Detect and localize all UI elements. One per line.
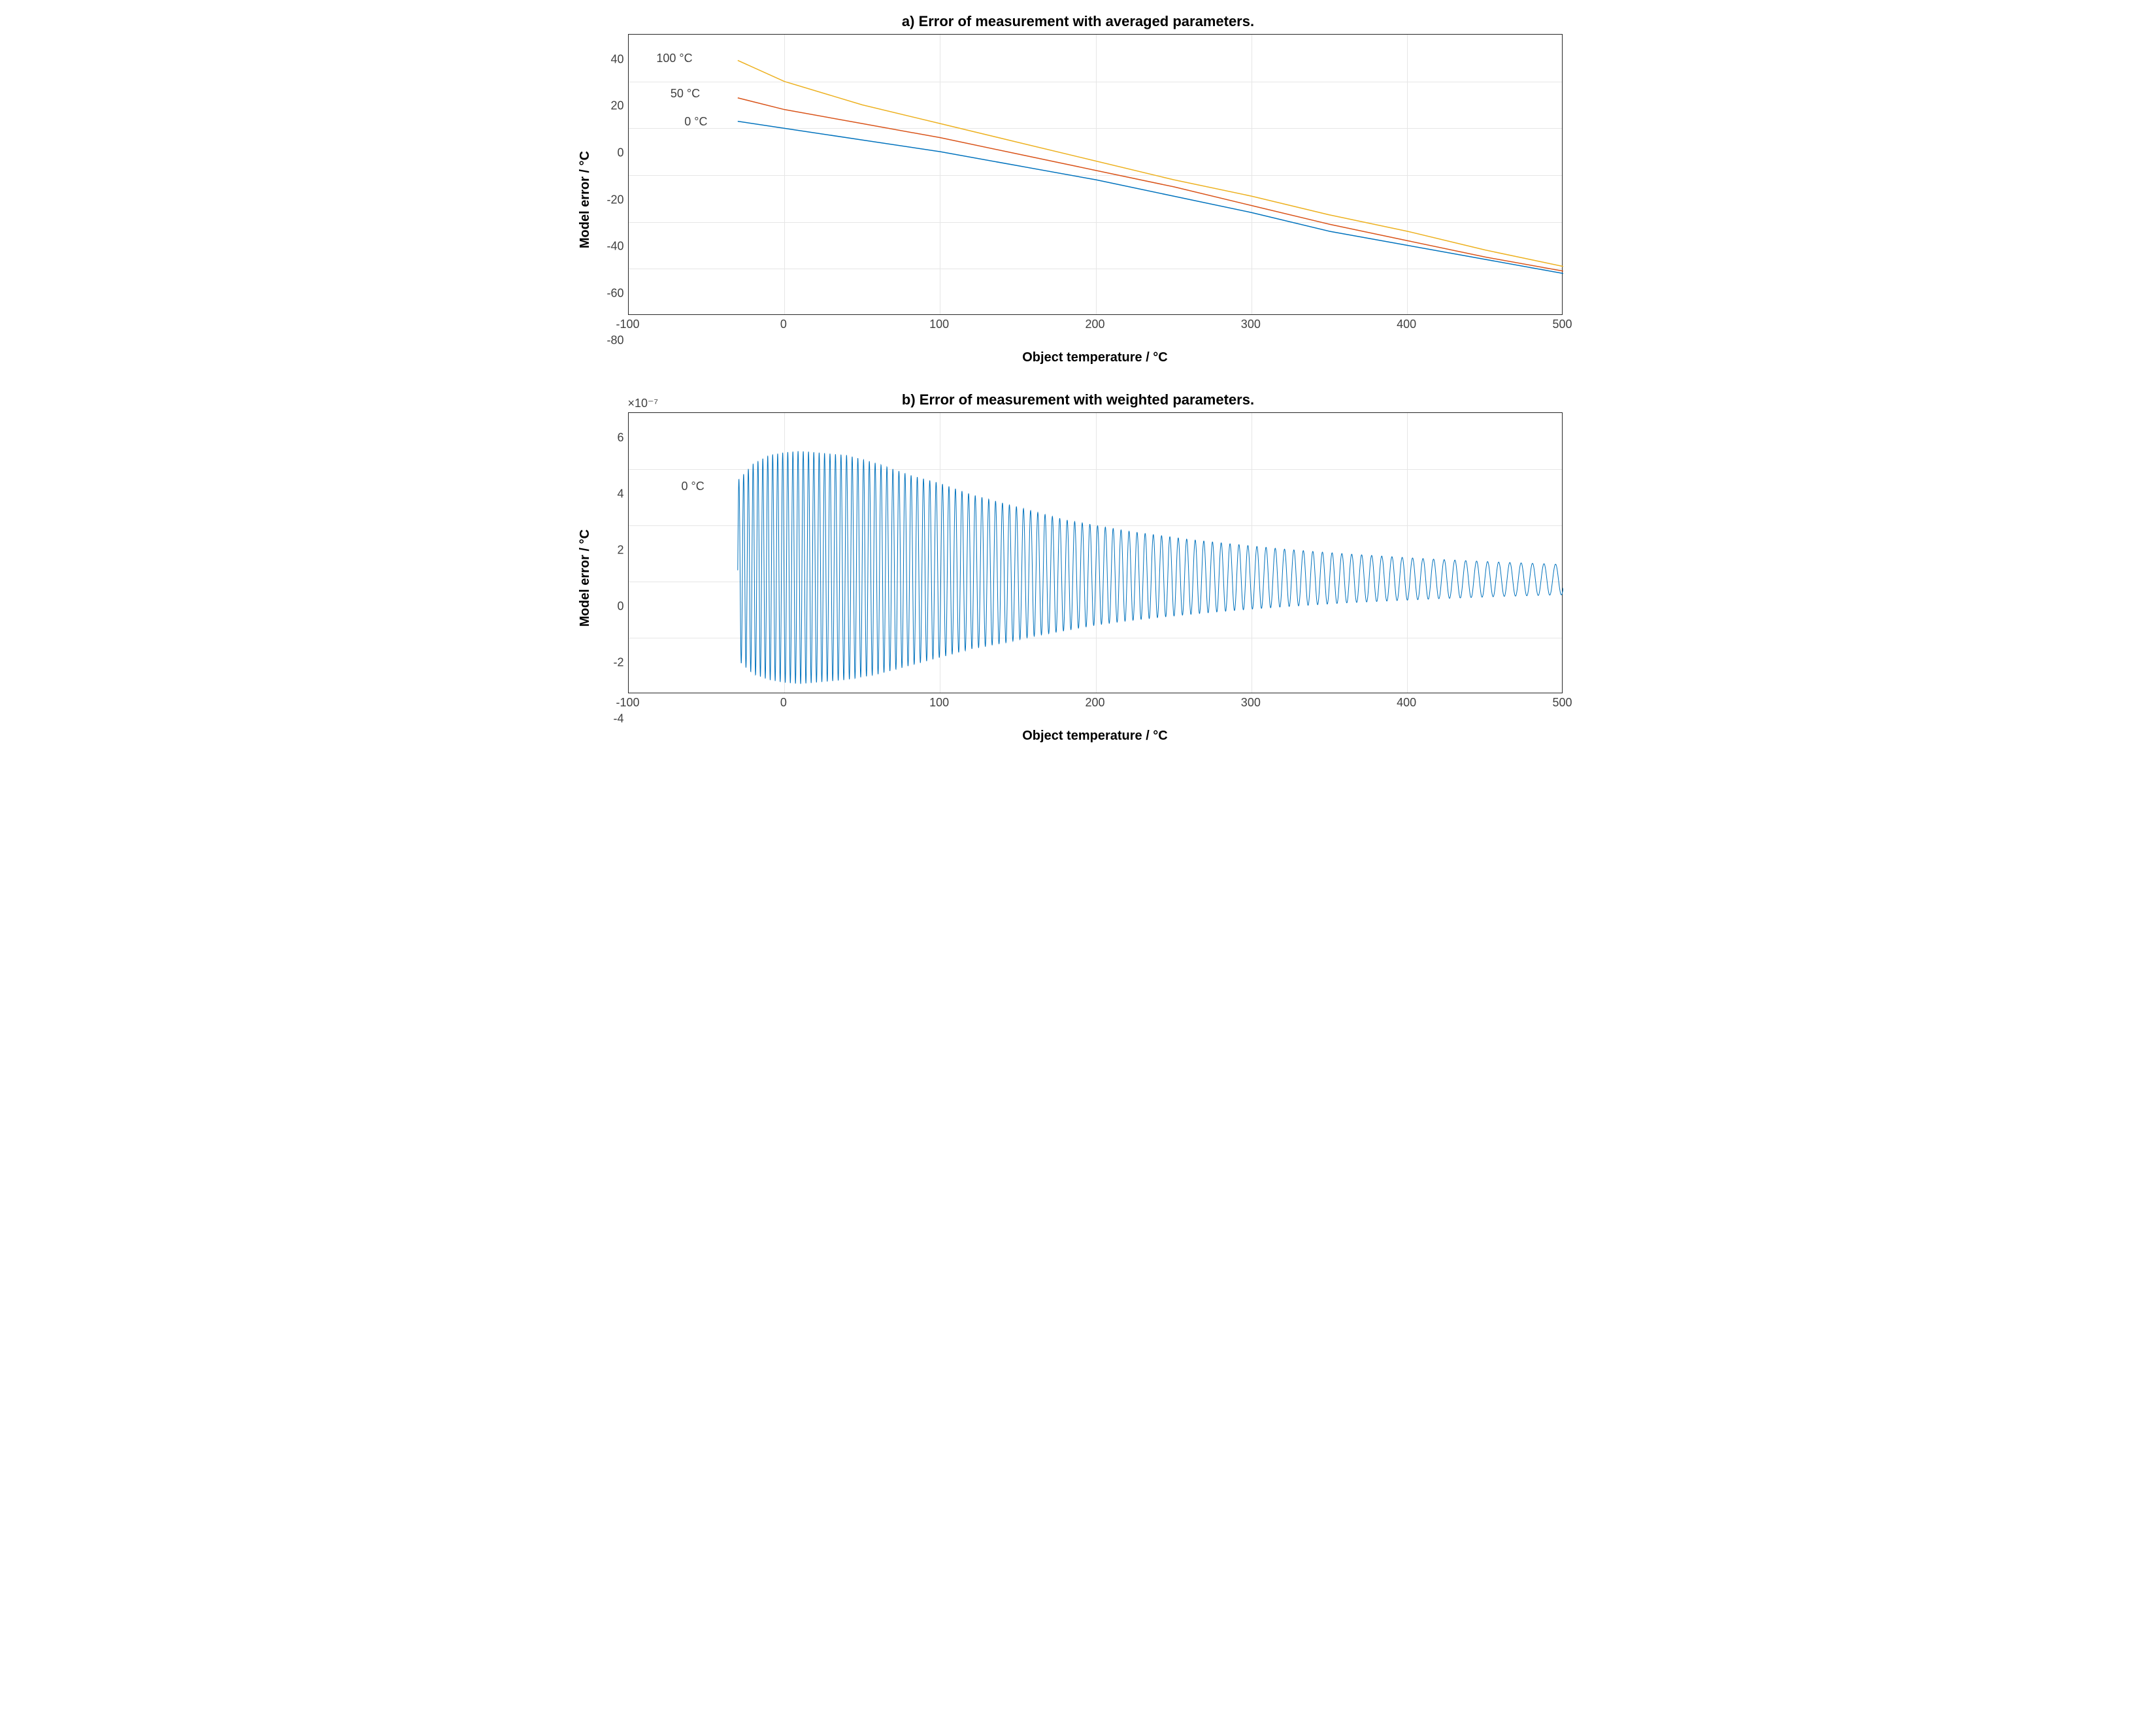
- subplot-b-xlabel: Object temperature / °C: [628, 729, 1563, 744]
- figure: a) Error of measurement with averaged pa…: [575, 13, 1582, 744]
- subplot-b-ylabel: Model error / °C: [575, 529, 595, 627]
- subplot-a-plot-box: 100 °C 50 °C 0 °C: [628, 34, 1563, 315]
- xtick-label: 100: [929, 318, 949, 331]
- ytick-label: -2: [613, 655, 623, 669]
- ytick-label: -20: [606, 193, 623, 206]
- subplot-b-title: b) Error of measurement with weighted pa…: [575, 391, 1582, 408]
- xtick-label: 200: [1085, 318, 1104, 331]
- ytick-label: 0: [617, 599, 623, 613]
- ytick-label: 20: [610, 99, 623, 113]
- series-svg: [629, 35, 1563, 316]
- ytick-label: 40: [610, 52, 623, 66]
- subplot-b-xticks: -1000100200300400500: [628, 693, 1563, 709]
- line-series: [737, 122, 1563, 274]
- xtick-label: 0: [780, 318, 787, 331]
- xtick-label: -100: [616, 318, 639, 331]
- ytick-label: 2: [617, 543, 623, 557]
- subplot-a-yticks: -80-60-40-2002040: [595, 59, 628, 340]
- xtick-label: 0: [780, 696, 787, 710]
- series-annotation: 100 °C: [656, 52, 692, 65]
- series-annotation: 0 °C: [682, 480, 705, 493]
- ytick-label: 0: [617, 146, 623, 159]
- subplot-a-xlabel: Object temperature / °C: [628, 350, 1563, 365]
- subplot-a-plot-wrapper: Model error / °C -80 -60 -40 -20 0 20 40 100 °…: [575, 34, 1582, 365]
- oscillation-series: [737, 452, 1563, 684]
- subplot-b-plot-wrapper: Model error / °C -4-20246 ×10⁻⁷ 0 °C -10…: [575, 412, 1582, 744]
- subplot-b-exponent: ×10⁻⁷: [628, 397, 659, 410]
- subplot-b-yticks: -4-20246: [595, 438, 628, 719]
- subplot-b: b) Error of measurement with weighted pa…: [575, 391, 1582, 744]
- xtick-label: 300: [1241, 696, 1261, 710]
- series-svg: [629, 413, 1563, 694]
- xtick-label: 500: [1552, 696, 1572, 710]
- series-annotation: 50 °C: [671, 87, 700, 101]
- xtick-label: 400: [1397, 318, 1416, 331]
- subplot-a-title: a) Error of measurement with averaged pa…: [575, 13, 1582, 30]
- ytick-label: -4: [613, 712, 623, 725]
- subplot-a: a) Error of measurement with averaged pa…: [575, 13, 1582, 365]
- subplot-a-xticks: -1000100200300400500: [628, 315, 1563, 331]
- subplot-a-ylabel: Model error / °C: [575, 151, 595, 248]
- ytick-label: 6: [617, 431, 623, 444]
- xtick-label: 100: [929, 696, 949, 710]
- ytick-label: -80: [606, 333, 623, 347]
- xtick-label: -100: [616, 696, 639, 710]
- line-series: [737, 60, 1563, 266]
- ytick-label: 4: [617, 487, 623, 501]
- ytick-label: -40: [606, 240, 623, 254]
- xtick-label: 400: [1397, 696, 1416, 710]
- xtick-label: 200: [1085, 696, 1104, 710]
- xtick-label: 300: [1241, 318, 1261, 331]
- ytick-label: -60: [606, 286, 623, 300]
- line-series: [737, 98, 1563, 271]
- xtick-label: 500: [1552, 318, 1572, 331]
- subplot-b-plot-box: 0 °C: [628, 412, 1563, 693]
- series-annotation: 0 °C: [684, 115, 707, 129]
